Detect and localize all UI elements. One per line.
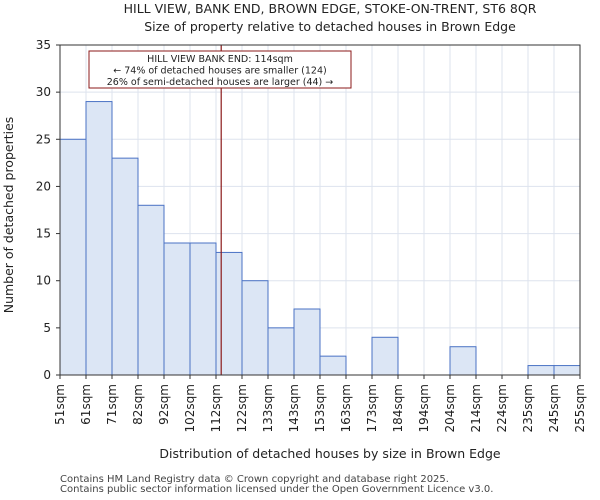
x-tick-label: 102sqm: [183, 384, 197, 432]
x-tick-label: 112sqm: [209, 384, 223, 432]
bar-133sqm: [267, 327, 295, 376]
bar-61sqm: [85, 101, 113, 376]
y-axis-label: Number of detached properties: [1, 117, 16, 314]
y-ticks: 0 5 10 15 20 25 30 35: [36, 38, 60, 382]
x-tick-label: 71sqm: [105, 384, 119, 425]
bar-245sqm: [553, 365, 581, 376]
bar-235sqm: [527, 365, 555, 376]
x-tick-label: 82sqm: [131, 384, 145, 425]
bar-173sqm: [371, 336, 399, 376]
x-tick-label: 255sqm: [573, 384, 587, 432]
y-tick-label: 35: [36, 38, 51, 52]
x-tick-label: 122sqm: [235, 384, 249, 432]
y-tick-label: 25: [36, 132, 51, 146]
bar-71sqm: [111, 157, 139, 376]
x-tick-label: 51sqm: [53, 384, 67, 425]
x-tick-label: 204sqm: [443, 384, 457, 432]
y-tick-label: 5: [43, 321, 51, 335]
x-tick-label: 194sqm: [417, 384, 431, 432]
bar-92sqm: [163, 242, 191, 376]
chart-subtitle: Size of property relative to detached ho…: [144, 19, 516, 34]
x-tick-label: 133sqm: [261, 384, 275, 432]
bar-153sqm: [319, 355, 347, 376]
chart-title: HILL VIEW, BANK END, BROWN EDGE, STOKE-O…: [124, 1, 537, 16]
annotation-box: [88, 50, 352, 89]
bar-122sqm: [241, 280, 269, 376]
footer-line-2: Contains public sector information licen…: [60, 484, 494, 495]
x-axis-label: Distribution of detached houses by size …: [159, 446, 501, 461]
annotation-line: ← 74% of detached houses are smaller (12…: [113, 66, 326, 77]
x-tick-label: 245sqm: [547, 384, 561, 432]
annotation-line: 26% of semi-detached houses are larger (…: [107, 77, 334, 88]
x-tick-label: 92sqm: [157, 384, 171, 425]
bar-82sqm: [137, 204, 165, 376]
x-tick-label: 224sqm: [495, 384, 509, 432]
annotation-line: HILL VIEW BANK END: 114sqm: [147, 54, 293, 65]
y-tick-label: 20: [36, 179, 51, 193]
x-tick-label: 235sqm: [521, 384, 535, 432]
grid: [60, 45, 580, 375]
y-tick-label: 15: [36, 227, 51, 241]
x-tick-label: 173sqm: [365, 384, 379, 432]
marker: HILL VIEW BANK END: 114sqm← 74% of detac…: [88, 45, 352, 375]
x-tick-label: 153sqm: [313, 384, 327, 432]
y-tick-label: 0: [43, 368, 51, 382]
bar-143sqm: [293, 308, 321, 376]
x-tick-label: 163sqm: [339, 384, 353, 432]
y-tick-label: 10: [36, 274, 51, 288]
bar-51sqm: [59, 138, 87, 376]
x-tick-label: 143sqm: [287, 384, 301, 432]
bar-112sqm: [215, 251, 243, 376]
x-tick-label: 184sqm: [391, 384, 405, 432]
y-tick-label: 30: [36, 85, 51, 99]
x-ticks: 51sqm 61sqm 71sqm 82sqm 92sqm 102sqm 112sqm 122…: [53, 375, 587, 432]
x-tick-label: 214sqm: [469, 384, 483, 432]
footer-line-1: Contains HM Land Registry data © Crown c…: [60, 474, 449, 485]
x-tick-label: 61sqm: [79, 384, 93, 425]
bar-102sqm: [189, 242, 217, 376]
bar-204sqm: [449, 346, 477, 376]
